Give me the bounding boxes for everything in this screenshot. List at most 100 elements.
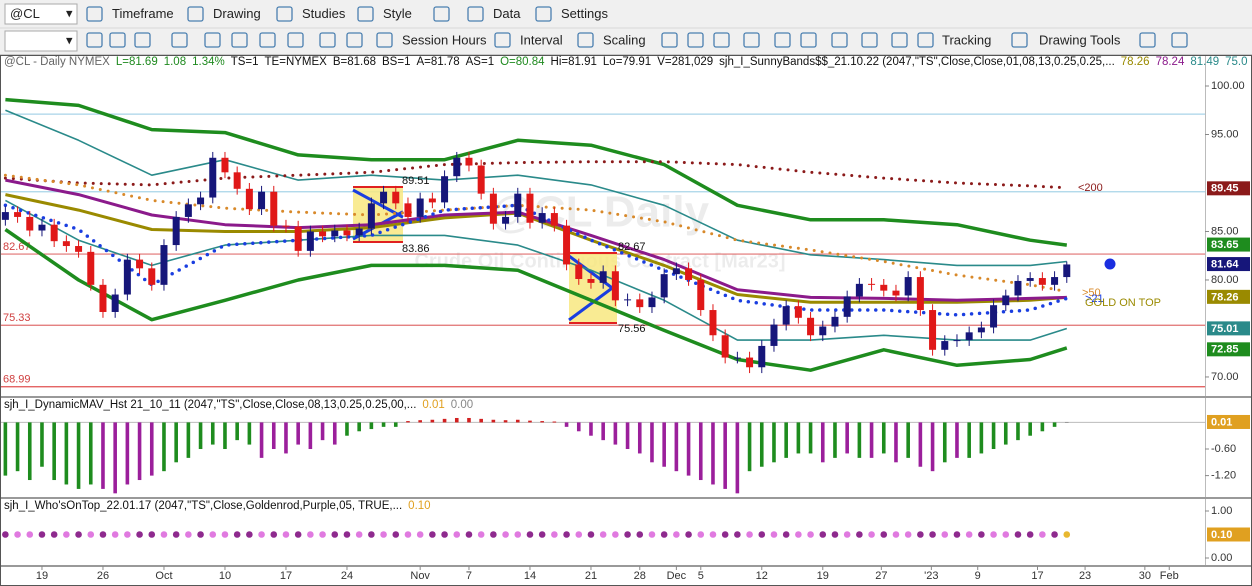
- menu-scaling[interactable]: Scaling: [603, 32, 646, 47]
- toolbar-icon: [86, 32, 103, 48]
- study-legend: @CL - Daily NYMEX L=81.69 1.08 1.34% TS=1 TE=…: [4, 56, 1248, 68]
- x-tick-label: 17: [1031, 570, 1043, 582]
- x-tick-label: 26: [97, 570, 109, 582]
- menu-timeframe[interactable]: Timeframe: [112, 6, 174, 21]
- y-tick-label: -1.20: [1211, 470, 1236, 482]
- axis-bg: [1205, 56, 1252, 566]
- state-dot: [319, 531, 326, 538]
- histogram-bar: [820, 422, 825, 463]
- histogram-bar: [52, 422, 56, 481]
- band-line: [4, 228, 1068, 372]
- candle-body: [123, 259, 131, 295]
- candle-body: [746, 357, 754, 368]
- candle-body: [428, 198, 436, 203]
- legend-item: BS=1: [382, 56, 410, 68]
- state-dot: [807, 531, 814, 538]
- histogram-bar: [833, 422, 837, 458]
- menu-settings[interactable]: Settings: [561, 6, 608, 21]
- candle-body: [892, 290, 900, 296]
- state-dot: [551, 531, 558, 538]
- x-tick-label: 19: [817, 570, 829, 582]
- histogram-bar: [174, 422, 178, 463]
- x-tick-label: Oct: [155, 570, 172, 582]
- state-dot: [282, 531, 290, 538]
- x-tick-label: 17: [280, 570, 292, 582]
- state-dot: [782, 531, 790, 538]
- menu-data[interactable]: Data: [493, 6, 521, 21]
- menu-session-hours[interactable]: Session Hours: [402, 32, 487, 47]
- toolbar-icons: [86, 6, 1188, 48]
- candle-body: [441, 176, 449, 203]
- histogram-bar: [1003, 422, 1008, 445]
- state-dot: [587, 531, 595, 538]
- state-dot: [490, 531, 497, 538]
- price-tag: [1207, 342, 1250, 357]
- candle-body: [514, 193, 522, 217]
- histogram-bar: [406, 421, 410, 423]
- candle-body: [709, 310, 717, 336]
- x-tick-label: 21: [585, 570, 597, 582]
- state-dot: [343, 531, 351, 538]
- candle-body: [1051, 277, 1059, 285]
- menu-studies[interactable]: Studies: [302, 6, 346, 21]
- state-dot: [26, 531, 34, 538]
- candle-body: [782, 306, 790, 325]
- state-dot: [892, 531, 900, 538]
- menu-interval[interactable]: Interval: [520, 32, 563, 47]
- histogram-bar: [1052, 422, 1057, 427]
- candle-body: [380, 191, 388, 204]
- candle-body: [624, 299, 632, 301]
- histogram-bar: [906, 422, 910, 458]
- legend-item: TS=1: [231, 56, 259, 68]
- legend-item: 0.10: [408, 500, 430, 512]
- histogram-bar: [747, 422, 752, 472]
- y-tick-label: 95.00: [1211, 128, 1239, 140]
- histogram-bar: [515, 419, 520, 423]
- histogram-bar: [1064, 421, 1069, 423]
- candle-body: [758, 345, 766, 368]
- histogram-bar: [723, 422, 727, 489]
- state-dot: [697, 531, 705, 538]
- histogram-bar: [454, 417, 459, 423]
- candle-body: [416, 198, 424, 217]
- annotation: >21: [1085, 293, 1104, 305]
- state-dot: [709, 531, 717, 538]
- state-dot: [795, 531, 802, 538]
- price-tag-label: 75.01: [1211, 323, 1239, 335]
- state-dot: [380, 531, 387, 538]
- candle-body: [526, 193, 534, 223]
- x-tick-label: 7: [466, 570, 472, 582]
- menu-drawing-tools[interactable]: Drawing Tools: [1039, 32, 1121, 47]
- interval-input[interactable]: [4, 30, 78, 52]
- dotted-average: [3, 160, 1069, 190]
- value-tag-label: 0.10: [1211, 529, 1232, 541]
- histogram-bar: [418, 420, 422, 423]
- candle-body: [929, 310, 937, 350]
- state-dot: [612, 531, 619, 538]
- candle-body: [941, 341, 949, 350]
- dropdown-arrow: ▾: [66, 5, 73, 20]
- menu-drawing[interactable]: Drawing: [213, 6, 261, 21]
- state-dot: [307, 531, 314, 538]
- y-tick-label: 100.00: [1211, 80, 1245, 92]
- symbol-input[interactable]: [4, 3, 78, 25]
- menu-style[interactable]: Style: [383, 6, 412, 21]
- candle-body: [343, 230, 351, 236]
- histogram-bar: [613, 422, 618, 445]
- menu-tracking[interactable]: Tracking: [942, 32, 991, 47]
- histogram-bar: [162, 422, 166, 472]
- annotation: 82.67: [618, 241, 646, 253]
- histogram-bar: [503, 420, 508, 423]
- histogram-bar: [223, 422, 227, 450]
- histogram-bar: [857, 422, 862, 458]
- candle-body: [453, 157, 461, 177]
- candle-body: [172, 216, 180, 246]
- state-dot: [990, 531, 997, 538]
- state-dot: [99, 531, 107, 538]
- state-dot: [1063, 531, 1071, 538]
- candle-body: [221, 157, 229, 173]
- candle-body: [599, 271, 607, 283]
- state-dot: [172, 531, 180, 538]
- candle-body: [587, 279, 595, 283]
